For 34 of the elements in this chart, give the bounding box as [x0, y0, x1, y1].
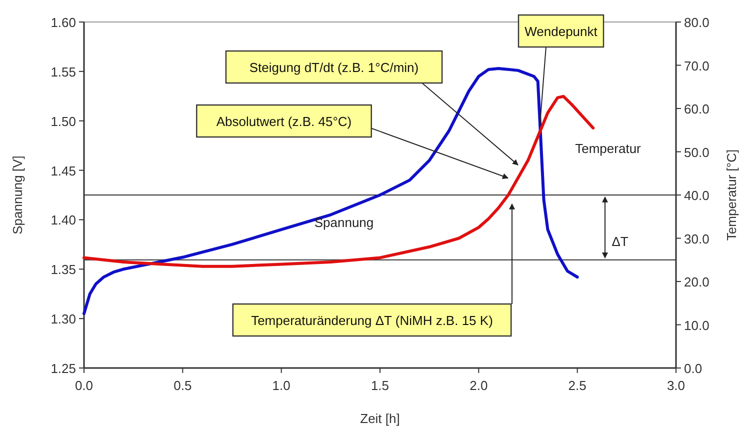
y2-tick-label: 70.0: [684, 58, 710, 74]
y2-tick-label: 50.0: [684, 144, 710, 160]
x-tick-label: 1.5: [370, 378, 390, 393]
y-tick-label: 1.40: [50, 212, 76, 228]
series-label: Spannung: [314, 215, 374, 230]
x-tick-label: 0.5: [174, 378, 192, 393]
y2-tick-label: 30.0: [684, 231, 710, 246]
y-tick-label: 1.30: [50, 312, 76, 327]
annotation: Temperaturänderung ΔT (NiMH z.B. 15 K): [251, 313, 493, 328]
y-tick-label: 1.55: [50, 64, 76, 80]
y2-tick-label: 20.0: [684, 274, 710, 290]
y2-tick-label: 40.0: [684, 188, 710, 203]
annotation: Wendepunkt: [524, 24, 598, 39]
x-tick-label: 0.0: [74, 378, 94, 393]
y-tick-label: 1.25: [50, 361, 76, 376]
annotation: ΔT: [612, 234, 628, 249]
x-axis-title: Zeit [h]: [360, 411, 400, 426]
y-tick-label: 1.60: [50, 15, 76, 30]
y2-tick-label: 60.0: [684, 102, 710, 116]
x-tick-label: 1.0: [272, 378, 290, 393]
x-tick-label: 2.0: [470, 378, 488, 393]
y2-tick-label: 10.0: [684, 318, 710, 333]
y-tick-label: 1.50: [50, 114, 76, 129]
y2-axis-title: Temperatur [°C]: [724, 149, 739, 241]
x-tick-label: 3.0: [666, 378, 686, 393]
x-tick-label: 2.5: [568, 378, 586, 393]
y2-tick-label: 0.0: [684, 361, 702, 376]
y2-tick-label: 80.0: [684, 15, 710, 30]
annotation: Absolutwert (z.B. 45°C): [216, 114, 352, 129]
annotation: Steigung dT/dt (z.B. 1°C/min): [249, 60, 419, 75]
y-tick-label: 1.35: [50, 262, 76, 278]
series-label: Temperatur: [575, 141, 642, 156]
y-tick-label: 1.45: [50, 163, 76, 178]
y-axis-title: Spannung [V]: [10, 156, 25, 234]
